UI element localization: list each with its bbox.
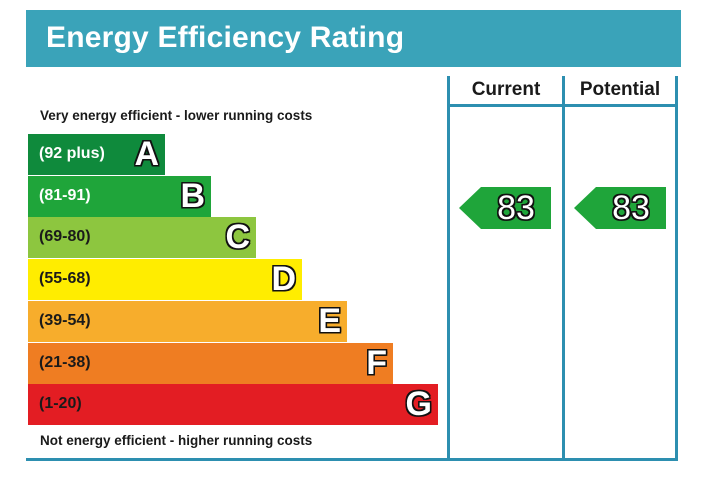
band-g: (1-20) G [28, 384, 438, 425]
current-rating-arrow: 83 [459, 187, 551, 229]
frame-right-line [675, 76, 678, 460]
potential-arrow-shape [574, 187, 666, 229]
band-letter: F [366, 344, 387, 382]
band-b: (81-91) B [28, 176, 211, 217]
band-f: (21-38) F [28, 343, 393, 384]
band-range-label: (92 plus) [39, 145, 105, 162]
band-letter: B [180, 177, 205, 215]
band-letter: C [225, 218, 250, 256]
band-range-label: (55-68) [39, 270, 91, 287]
band-letter: G [405, 385, 432, 423]
header-bar: Energy Efficiency Rating [26, 10, 681, 67]
band-e: (39-54) E [28, 301, 347, 342]
band-letter: E [318, 302, 341, 340]
band-range-label: (1-20) [39, 395, 82, 412]
band-range-label: (21-38) [39, 354, 91, 371]
potential-rating-value: 83 [612, 189, 650, 227]
column-header-current: Current [471, 79, 541, 100]
band-letter: A [134, 135, 159, 173]
band-a: (92 plus) A [28, 134, 165, 175]
current-rating-value: 83 [497, 189, 535, 227]
top-caption: Very energy efficient - lower running co… [40, 108, 313, 123]
bottom-caption: Not energy efficient - higher running co… [40, 433, 313, 448]
column-header-potential: Potential [579, 79, 661, 100]
potential-rating-arrow: 83 [574, 187, 666, 229]
frame-left-line [447, 76, 450, 460]
band-range-label: (81-91) [39, 187, 91, 204]
frame-middle-line [562, 76, 565, 460]
frame-bottom-line [26, 458, 678, 461]
page-title: Energy Efficiency Rating [46, 21, 405, 54]
band-letter: D [271, 260, 296, 298]
band-c: (69-80) C [28, 217, 256, 258]
current-arrow-shape [459, 187, 551, 229]
band-range-label: (39-54) [39, 312, 91, 329]
band-d: (55-68) D [28, 259, 302, 300]
band-range-label: (69-80) [39, 228, 91, 245]
frame-header-divider [447, 104, 678, 107]
